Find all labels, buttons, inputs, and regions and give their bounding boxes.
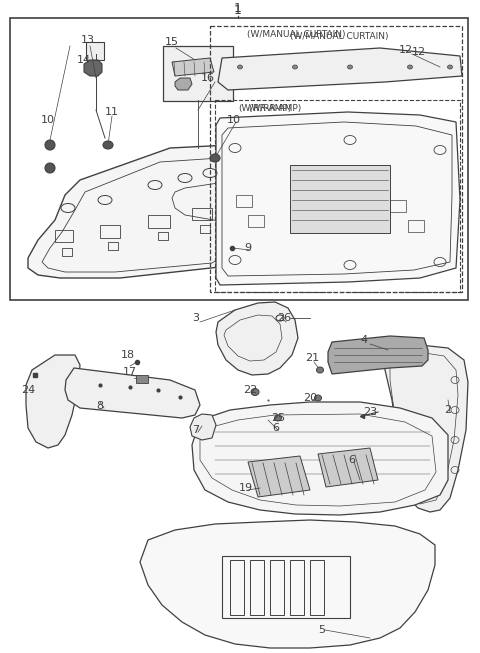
Polygon shape [216, 302, 298, 375]
Text: 7: 7 [192, 425, 200, 435]
Ellipse shape [275, 415, 281, 421]
Polygon shape [84, 60, 102, 76]
Bar [100, 225, 120, 238]
Bar [290, 560, 304, 615]
Text: (W/RR-AMP): (W/RR-AMP) [248, 103, 301, 112]
Text: 13: 13 [81, 35, 95, 45]
Polygon shape [385, 345, 468, 512]
Ellipse shape [292, 65, 298, 69]
Bar [200, 225, 210, 233]
Text: 18: 18 [121, 350, 135, 360]
Text: (W/MANUAL CURTAIN): (W/MANUAL CURTAIN) [290, 31, 388, 40]
Polygon shape [328, 336, 428, 374]
Bar [408, 220, 424, 232]
Text: (W/RR-AMP): (W/RR-AMP) [238, 103, 291, 112]
Polygon shape [65, 368, 200, 418]
Ellipse shape [210, 154, 220, 162]
Bar [210, 26, 462, 292]
Text: 24: 24 [21, 385, 35, 395]
Polygon shape [140, 520, 435, 648]
Ellipse shape [408, 65, 412, 69]
Ellipse shape [238, 65, 242, 69]
Bar [222, 556, 350, 618]
Text: 10: 10 [41, 115, 55, 125]
Polygon shape [26, 355, 80, 448]
Ellipse shape [447, 65, 453, 69]
Bar [148, 215, 170, 228]
Text: 1: 1 [234, 3, 242, 16]
Bar [62, 248, 72, 256]
Bar [236, 195, 252, 207]
Text: 20: 20 [303, 393, 317, 403]
Text: 12: 12 [412, 47, 426, 57]
Bar [230, 560, 244, 615]
Text: 22: 22 [243, 385, 257, 395]
Text: (W/MANUAL CURTAIN): (W/MANUAL CURTAIN) [247, 29, 345, 39]
Polygon shape [218, 48, 462, 90]
Text: 11: 11 [105, 107, 119, 117]
Text: 16: 16 [201, 73, 215, 83]
Text: 9: 9 [244, 243, 252, 253]
Text: 10: 10 [227, 115, 241, 125]
Bar [290, 165, 390, 233]
Text: 2: 2 [444, 405, 452, 415]
Bar [250, 560, 264, 615]
Bar [86, 42, 104, 60]
Bar [390, 200, 406, 212]
Text: 23: 23 [363, 407, 377, 417]
Ellipse shape [251, 389, 259, 396]
Text: 14: 14 [77, 55, 91, 65]
Text: 4: 4 [360, 335, 368, 345]
Bar [158, 232, 168, 240]
Text: 26: 26 [277, 313, 291, 323]
Ellipse shape [45, 140, 55, 150]
Bar [215, 100, 460, 292]
Ellipse shape [103, 141, 113, 149]
Text: 12: 12 [399, 45, 413, 55]
Polygon shape [172, 58, 214, 76]
Polygon shape [190, 414, 216, 440]
Text: 25: 25 [271, 413, 285, 423]
Polygon shape [216, 112, 460, 285]
Text: 1: 1 [234, 1, 242, 14]
Polygon shape [28, 145, 250, 278]
Ellipse shape [45, 163, 55, 173]
Text: 17: 17 [123, 367, 137, 377]
Bar [10, 18, 468, 300]
Bar [310, 560, 324, 615]
Ellipse shape [316, 367, 324, 373]
Text: 19: 19 [239, 483, 253, 493]
Text: 21: 21 [305, 353, 319, 363]
Ellipse shape [314, 395, 322, 401]
Text: 5: 5 [319, 625, 325, 635]
Polygon shape [248, 456, 310, 497]
Ellipse shape [348, 65, 352, 69]
Polygon shape [175, 78, 192, 90]
Bar [192, 208, 212, 220]
Bar [270, 560, 284, 615]
Bar [108, 242, 118, 250]
Bar [248, 215, 264, 227]
Bar [55, 230, 73, 242]
Text: 6: 6 [348, 455, 356, 465]
Bar [136, 375, 148, 383]
Polygon shape [192, 402, 448, 515]
Text: 15: 15 [165, 37, 179, 47]
Polygon shape [318, 448, 378, 487]
Text: 8: 8 [96, 401, 104, 411]
Text: 6: 6 [273, 423, 279, 433]
Bar [163, 46, 233, 101]
Text: 3: 3 [192, 313, 200, 323]
